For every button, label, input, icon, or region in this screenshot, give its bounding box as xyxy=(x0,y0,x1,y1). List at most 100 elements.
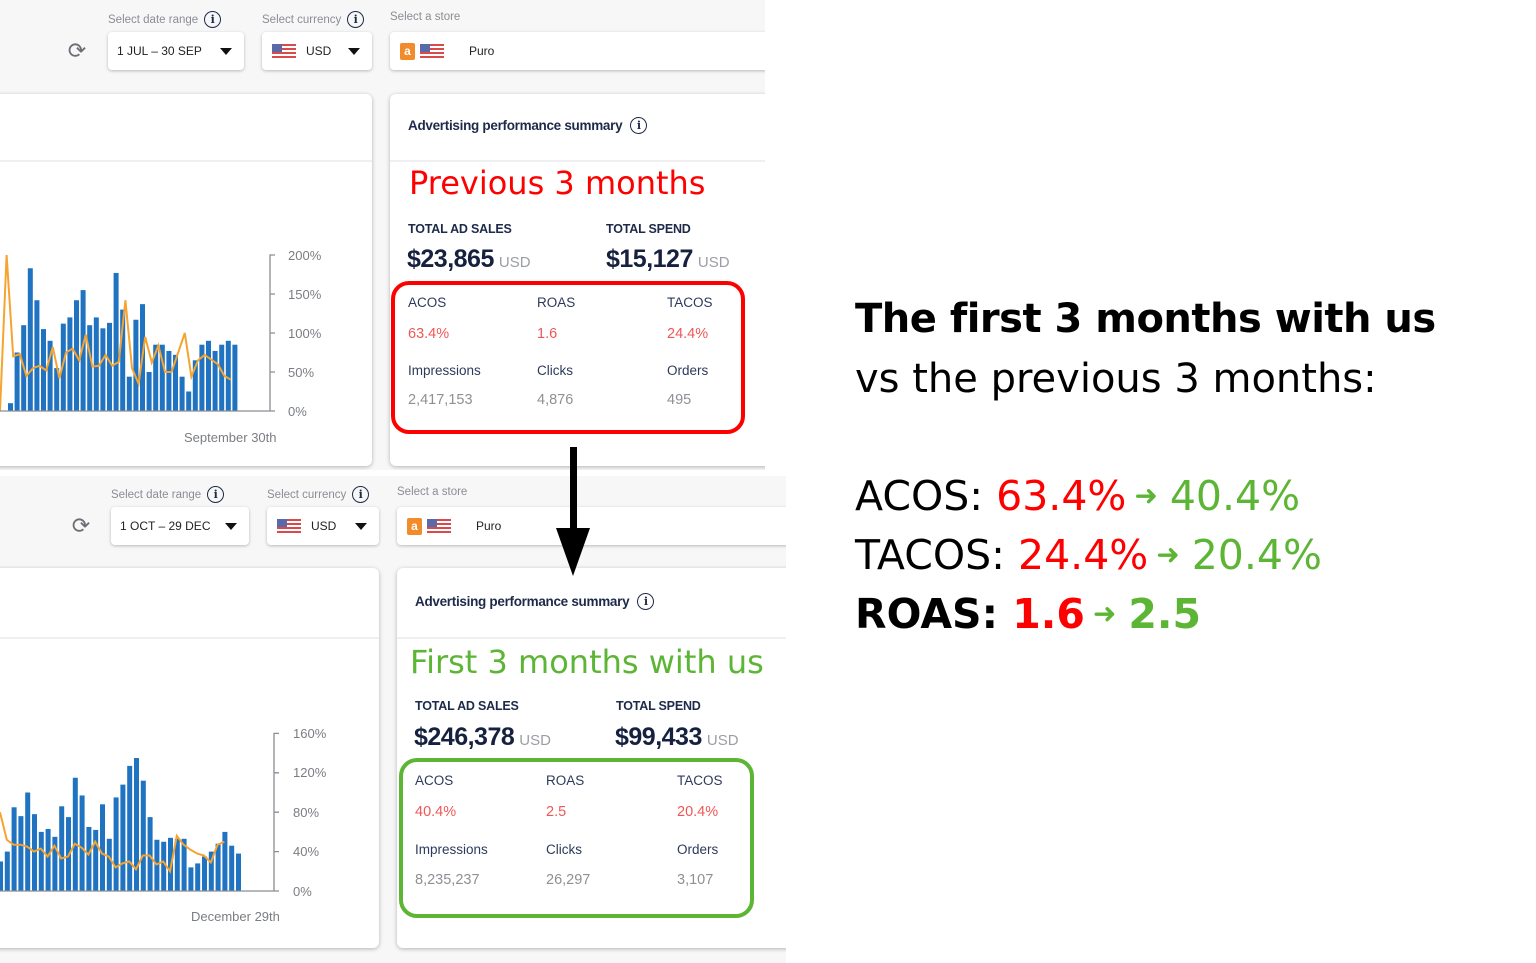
store-label-text: Select a store xyxy=(397,486,468,498)
after-value: 2.5 xyxy=(1128,590,1202,638)
store-label: Select a store xyxy=(397,486,467,498)
chart-bar xyxy=(154,839,160,891)
metrics-highlight-box xyxy=(399,758,754,918)
arrow-right-icon: ➜ xyxy=(1134,479,1158,512)
info-icon[interactable]: i xyxy=(630,117,648,134)
tacos-label: TACOS xyxy=(677,773,723,788)
y-tick: 200% xyxy=(288,248,322,263)
orders-label: Orders xyxy=(677,842,719,857)
date-range-label-text: Select date range xyxy=(111,488,202,501)
total-spend-amount: $99,433 xyxy=(615,723,702,751)
y-tick: 0% xyxy=(293,884,312,899)
chart-bar xyxy=(120,309,126,411)
total-ad-sales-label: TOTAL AD SALES xyxy=(415,699,519,713)
down-arrow-icon xyxy=(570,447,577,532)
chart-bar xyxy=(93,829,99,891)
y-tick: 0% xyxy=(288,404,307,419)
chart-bar xyxy=(181,838,187,891)
comparison-headline: The first 3 months with us xyxy=(855,296,1436,342)
currency-label-text: Select currency xyxy=(267,488,347,501)
date-range-select[interactable]: 1 JUL – 30 SEP xyxy=(108,32,244,70)
chart-bar xyxy=(100,328,106,411)
chart-line xyxy=(0,811,225,874)
store-label: Select a store xyxy=(390,11,460,23)
chart-bar xyxy=(188,867,194,891)
chart-bar xyxy=(225,340,231,411)
card-divider xyxy=(390,160,765,162)
chart-bar xyxy=(140,780,146,891)
chart-bar xyxy=(14,352,20,411)
refresh-icon[interactable]: ⟳ xyxy=(71,513,91,538)
chart-bar xyxy=(232,344,238,411)
chart-bar xyxy=(86,826,92,891)
chart-bar xyxy=(199,344,205,411)
chevron-down-icon xyxy=(348,48,360,55)
orders-value: 495 xyxy=(667,392,692,408)
us-flag-icon xyxy=(277,518,301,534)
chart-bar xyxy=(41,329,46,411)
chart-bar xyxy=(80,290,86,411)
summary-title: Advertising performance summary i xyxy=(415,593,655,610)
currency-suffix: USD xyxy=(498,254,531,271)
chart-bar xyxy=(107,322,112,411)
tacos-label: TACOS xyxy=(667,295,713,310)
chart-bar xyxy=(4,851,10,891)
roas-label: ROAS xyxy=(537,295,576,310)
date-range-value: 1 JUL – 30 SEP xyxy=(117,44,202,58)
chart-bar xyxy=(208,851,214,891)
chart-bar xyxy=(60,323,66,411)
currency-select[interactable]: USD xyxy=(267,507,379,545)
ad-summary-card xyxy=(390,94,765,466)
roas-value: 2.5 xyxy=(546,804,567,820)
down-arrow-head-icon xyxy=(556,528,590,576)
chart-bar xyxy=(54,368,60,411)
y-tick: 40% xyxy=(293,844,320,859)
info-icon[interactable]: i xyxy=(207,486,225,503)
acos-value: 40.4% xyxy=(415,804,457,820)
info-icon[interactable]: i xyxy=(347,11,365,28)
card-divider xyxy=(0,637,379,639)
store-select[interactable]: a Puro xyxy=(390,32,765,70)
us-flag-icon xyxy=(420,43,444,59)
before-value: 24.4% xyxy=(1017,531,1149,579)
clicks-label: Clicks xyxy=(546,842,582,857)
y-tick: 160% xyxy=(293,726,327,741)
currency-value: USD xyxy=(306,44,332,58)
info-icon[interactable]: i xyxy=(352,486,370,503)
chart-bar xyxy=(11,807,17,891)
summary-title-text: Advertising performance summary xyxy=(415,594,630,609)
chart-bar xyxy=(52,836,58,891)
roas-comparison: ROAS: 1.6 ➜ 2.5 xyxy=(855,590,1201,638)
info-icon[interactable]: i xyxy=(204,11,222,28)
performance-chart xyxy=(0,732,279,892)
chevron-down-icon xyxy=(220,48,232,55)
orders-value: 3,107 xyxy=(677,872,714,888)
total-spend-label: TOTAL SPEND xyxy=(606,222,691,236)
amazon-icon: a xyxy=(400,42,415,60)
currency-select[interactable]: USD xyxy=(262,32,372,70)
chart-bar xyxy=(67,317,73,411)
chart-bar xyxy=(45,828,51,891)
chart-bar xyxy=(161,841,167,891)
chart-bar xyxy=(147,817,153,891)
chart-bar xyxy=(72,777,78,891)
date-range-select[interactable]: 1 OCT – 29 DEC xyxy=(111,507,249,545)
chart-bar xyxy=(133,319,139,411)
total-ad-sales-value: $246,378 USD xyxy=(414,723,551,752)
total-ad-sales-value: $23,865 USD xyxy=(407,245,531,274)
card-divider xyxy=(0,160,372,162)
tacos-value: 20.4% xyxy=(677,804,719,820)
store-select[interactable]: a Puro xyxy=(397,507,786,545)
orders-label: Orders xyxy=(667,363,709,378)
refresh-icon[interactable]: ⟳ xyxy=(67,38,87,63)
chart-bar xyxy=(146,372,152,411)
chevron-down-icon xyxy=(225,523,237,530)
chart-bar xyxy=(113,272,119,411)
chart-bar xyxy=(106,838,112,891)
impressions-value: 8,235,237 xyxy=(415,872,480,888)
chart-bar xyxy=(79,795,85,891)
info-icon[interactable]: i xyxy=(637,593,655,610)
metrics-highlight-box xyxy=(391,281,745,434)
before-value: 1.6 xyxy=(1012,590,1085,638)
chart-bar xyxy=(134,758,139,891)
